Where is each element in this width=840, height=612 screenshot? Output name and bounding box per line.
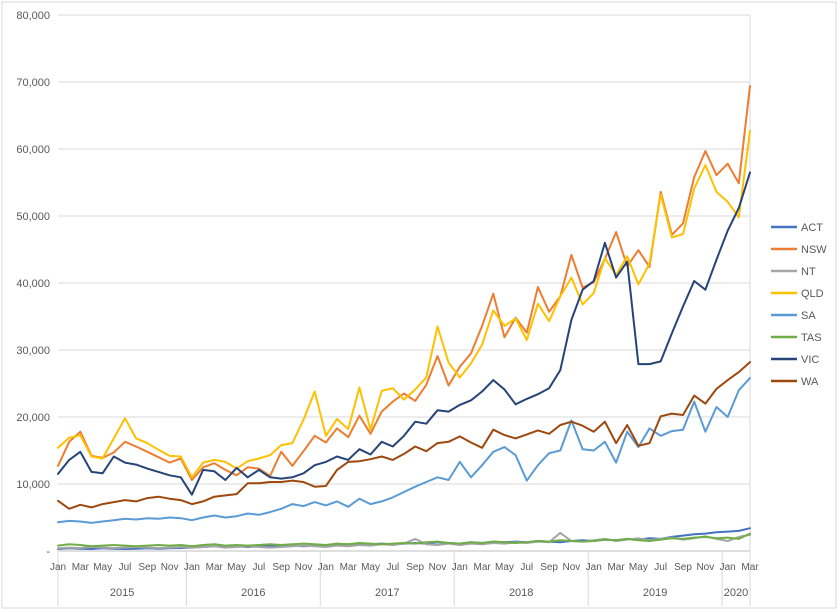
year-label: 2016 (241, 587, 265, 599)
month-tick-label: Mar (72, 562, 90, 573)
month-tick-label: Jan (586, 562, 602, 573)
legend-label-QLD: QLD (801, 288, 824, 300)
month-tick-label: May (361, 562, 380, 573)
month-tick-label: Sep (540, 562, 558, 573)
month-tick-label: Jan (452, 562, 468, 573)
legend-label-NSW: NSW (801, 244, 827, 256)
year-label: 2018 (509, 587, 533, 599)
month-tick-label: Jul (119, 562, 132, 573)
y-axis-tick-label: 60,000 (16, 144, 50, 156)
y-axis-tick-label: 50,000 (16, 211, 50, 223)
month-tick-label: Sep (674, 562, 692, 573)
month-tick-label: Jul (253, 562, 266, 573)
month-tick-label: Mar (340, 562, 358, 573)
month-tick-label: Jan (184, 562, 200, 573)
y-axis-tick-label: - (46, 546, 50, 558)
legend-label-SA: SA (801, 310, 816, 322)
month-tick-label: Mar (741, 562, 759, 573)
series-line-TAS (57, 532, 751, 548)
month-tick-label: Jan (720, 562, 736, 573)
series-line-VIC (57, 171, 751, 496)
y-axis-tick-label: 80,000 (16, 10, 50, 22)
legend-label-WA: WA (801, 376, 819, 388)
month-tick-label: Jul (654, 562, 667, 573)
month-tick-label: Jan (318, 562, 334, 573)
month-tick-label: Jan (50, 562, 66, 573)
month-tick-label: Nov (563, 562, 581, 573)
y-axis-tick-label: 20,000 (16, 412, 50, 424)
month-tick-label: Jul (520, 562, 533, 573)
year-label: 2019 (643, 587, 667, 599)
y-axis-tick-label: 70,000 (16, 77, 50, 89)
legend-label-TAS: TAS (801, 332, 822, 344)
month-tick-label: May (227, 562, 246, 573)
month-tick-label: Sep (138, 562, 156, 573)
month-tick-label: Sep (406, 562, 424, 573)
month-tick-label: Nov (161, 562, 179, 573)
month-tick-label: Nov (696, 562, 714, 573)
month-tick-label: Nov (295, 562, 313, 573)
legend-label-VIC: VIC (801, 354, 819, 366)
year-label: 2020 (724, 587, 748, 599)
series-line-WA (57, 361, 751, 510)
month-tick-label: Mar (206, 562, 224, 573)
month-tick-label: Jul (386, 562, 399, 573)
series-line-QLD (57, 129, 751, 479)
month-tick-label: Sep (272, 562, 290, 573)
month-tick-label: Nov (429, 562, 447, 573)
series-line-NSW (57, 85, 751, 481)
legend-label-NT: NT (801, 266, 816, 278)
year-label: 2015 (110, 587, 134, 599)
y-axis-tick-label: 40,000 (16, 278, 50, 290)
month-tick-label: Mar (474, 562, 492, 573)
month-tick-label: Mar (607, 562, 625, 573)
y-axis-tick-label: 10,000 (16, 479, 50, 491)
year-label: 2017 (375, 587, 399, 599)
series-line-SA (57, 377, 751, 524)
legend-label-ACT: ACT (801, 222, 823, 234)
y-axis-tick-label: 30,000 (16, 345, 50, 357)
month-tick-label: May (93, 562, 112, 573)
month-tick-label: May (629, 562, 648, 573)
month-tick-label: May (495, 562, 514, 573)
